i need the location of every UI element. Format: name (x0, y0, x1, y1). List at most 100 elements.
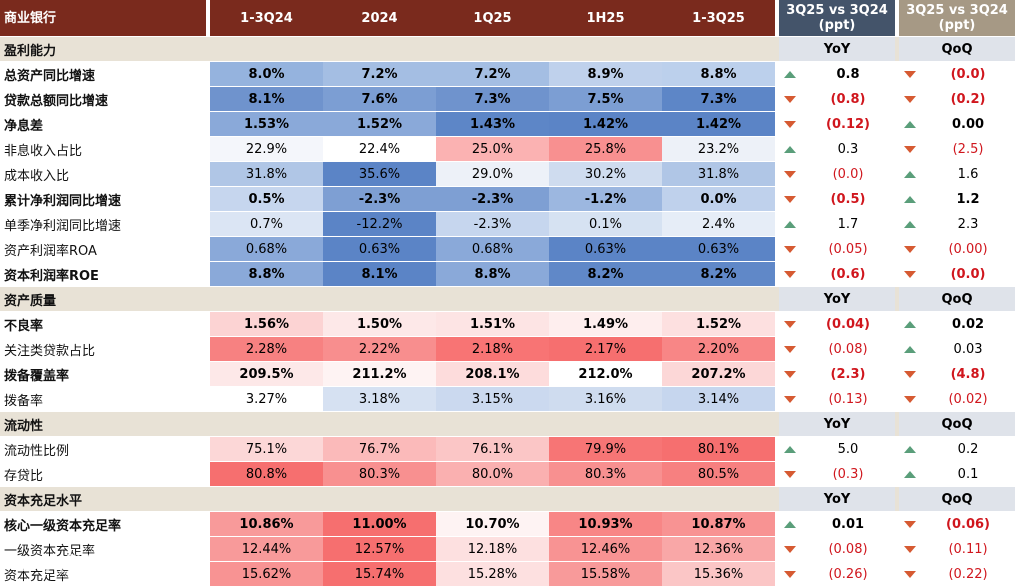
value-cell: 15.36% (662, 561, 775, 587)
value-cell: 0.63% (662, 236, 775, 262)
value-cell: 8.2% (549, 261, 662, 287)
value-cell: 12.18% (436, 536, 549, 562)
down-arrow-icon (779, 386, 801, 412)
row-label: 拨备率 (0, 386, 206, 412)
value-cell: 2.22% (323, 336, 436, 362)
yoy-value: (0.8) (801, 86, 896, 112)
yoy-value: 0.01 (801, 511, 896, 537)
value-cell: 25.8% (549, 136, 662, 162)
yoy-value: 0.3 (801, 136, 896, 162)
qoq-value: 0.2 (921, 436, 1015, 462)
table-row: 关注类贷款占比 2.28% 2.22% 2.18% 2.17% 2.20% (0.08) 0.… (0, 336, 1015, 362)
value-cell: 8.0% (210, 61, 323, 87)
table-row: 非息收入占比 22.9% 22.4% 25.0% 25.8% 23.2% 0.3 (2.5) (0, 136, 1015, 162)
yoy-value: (0.08) (801, 536, 896, 562)
value-cell: 1.50% (323, 311, 436, 337)
value-cell: 31.8% (210, 161, 323, 187)
value-cell: 80.3% (549, 461, 662, 487)
value-cell: 15.62% (210, 561, 323, 587)
yoy-value: (0.05) (801, 236, 896, 262)
row-label: 流动性比例 (0, 436, 206, 462)
qoq-value: 1.6 (921, 161, 1015, 187)
yoy-value: (0.08) (801, 336, 896, 362)
qoq-value: (0.06) (921, 511, 1015, 537)
up-arrow-icon (779, 61, 801, 87)
value-cell: 15.74% (323, 561, 436, 587)
header-label: 商业银行 (0, 0, 206, 37)
value-cell: 31.8% (662, 161, 775, 187)
value-cell: 211.2% (323, 361, 436, 387)
value-cell: 0.68% (210, 236, 323, 262)
section-label: 资本充足水平 (0, 486, 206, 512)
down-arrow-icon (779, 86, 801, 112)
row-label: 单季净利润同比增速 (0, 211, 206, 237)
value-cell: 35.6% (323, 161, 436, 187)
value-cell: 1.42% (549, 111, 662, 137)
up-arrow-icon (899, 336, 922, 362)
value-cell: 2.4% (662, 211, 775, 237)
down-arrow-icon (779, 236, 801, 262)
table-row: 拨备覆盖率 209.5% 211.2% 208.1% 212.0% 207.2% (2.3)… (0, 361, 1015, 387)
row-label: 不良率 (0, 311, 206, 337)
section-row: 盈利能力 YoY QoQ (0, 36, 1015, 62)
value-cell: 15.28% (436, 561, 549, 587)
value-cell: 1.52% (662, 311, 775, 337)
down-arrow-icon (899, 511, 922, 537)
value-cell: 2.20% (662, 336, 775, 362)
value-cell: 1.49% (549, 311, 662, 337)
up-arrow-icon (899, 111, 922, 137)
yoy-value: (0.5) (801, 186, 896, 212)
down-arrow-icon (899, 86, 922, 112)
period-header: 1-3Q24 (210, 0, 323, 37)
yoy-value: (0.04) (801, 311, 896, 337)
value-cell: 0.7% (210, 211, 323, 237)
value-cell: 76.7% (323, 436, 436, 462)
value-cell: 30.2% (549, 161, 662, 187)
value-cell: 0.63% (323, 236, 436, 262)
down-arrow-icon (779, 561, 801, 587)
value-cell: 207.2% (662, 361, 775, 387)
qoq-value: 0.1 (921, 461, 1015, 487)
down-arrow-icon (899, 136, 922, 162)
value-cell: 11.00% (323, 511, 436, 537)
qoq-value: (0.0) (921, 61, 1015, 87)
value-cell: 3.27% (210, 386, 323, 412)
value-cell: 8.2% (662, 261, 775, 287)
table-row: 累计净利润同比增速 0.5% -2.3% -2.3% -1.2% 0.0% (0.5) 1.2 (0, 186, 1015, 212)
table-row: 资本充足率 15.62% 15.74% 15.28% 15.58% 15.36% (0.26… (0, 561, 1015, 587)
down-arrow-icon (899, 536, 922, 562)
up-arrow-icon (899, 186, 922, 212)
qoq-value: (0.00) (921, 236, 1015, 262)
yoy-value: (0.12) (801, 111, 896, 137)
section-row: 资产质量 YoY QoQ (0, 286, 1015, 312)
value-cell: -1.2% (549, 186, 662, 212)
value-cell: 80.1% (662, 436, 775, 462)
section-label: 流动性 (0, 411, 206, 437)
period-header: 1-3Q25 (662, 0, 775, 37)
table-row: 资本利润率ROE 8.8% 8.1% 8.8% 8.2% 8.2% (0.6) (0.0) (0, 261, 1015, 287)
value-cell: 75.1% (210, 436, 323, 462)
table-row: 存贷比 80.8% 80.3% 80.0% 80.3% 80.5% (0.3) 0.1 (0, 461, 1015, 487)
table-row: 资产利润率ROA 0.68% 0.63% 0.68% 0.63% 0.63% (0.05)(… (0, 236, 1015, 262)
value-cell: 7.2% (323, 61, 436, 87)
down-arrow-icon (899, 61, 922, 87)
value-cell: 7.2% (436, 61, 549, 87)
down-arrow-icon (899, 386, 922, 412)
yoy-value: (0.13) (801, 386, 896, 412)
qoq-header: 3Q25 vs 3Q24 (ppt) (899, 0, 1015, 37)
row-label: 资本利润率ROE (0, 261, 206, 287)
value-cell: 7.5% (549, 86, 662, 112)
section-qoq-label: QoQ (899, 286, 1015, 312)
qoq-value: (0.11) (921, 536, 1015, 562)
down-arrow-icon (779, 186, 801, 212)
row-label: 关注类贷款占比 (0, 336, 206, 362)
section-row: 资本充足水平 YoY QoQ (0, 486, 1015, 512)
down-arrow-icon (779, 361, 801, 387)
row-label: 净息差 (0, 111, 206, 137)
down-arrow-icon (899, 261, 922, 287)
section-yoy-label: YoY (779, 286, 896, 312)
section-fill (210, 36, 775, 62)
value-cell: 1.42% (662, 111, 775, 137)
row-label: 总资产同比增速 (0, 61, 206, 87)
